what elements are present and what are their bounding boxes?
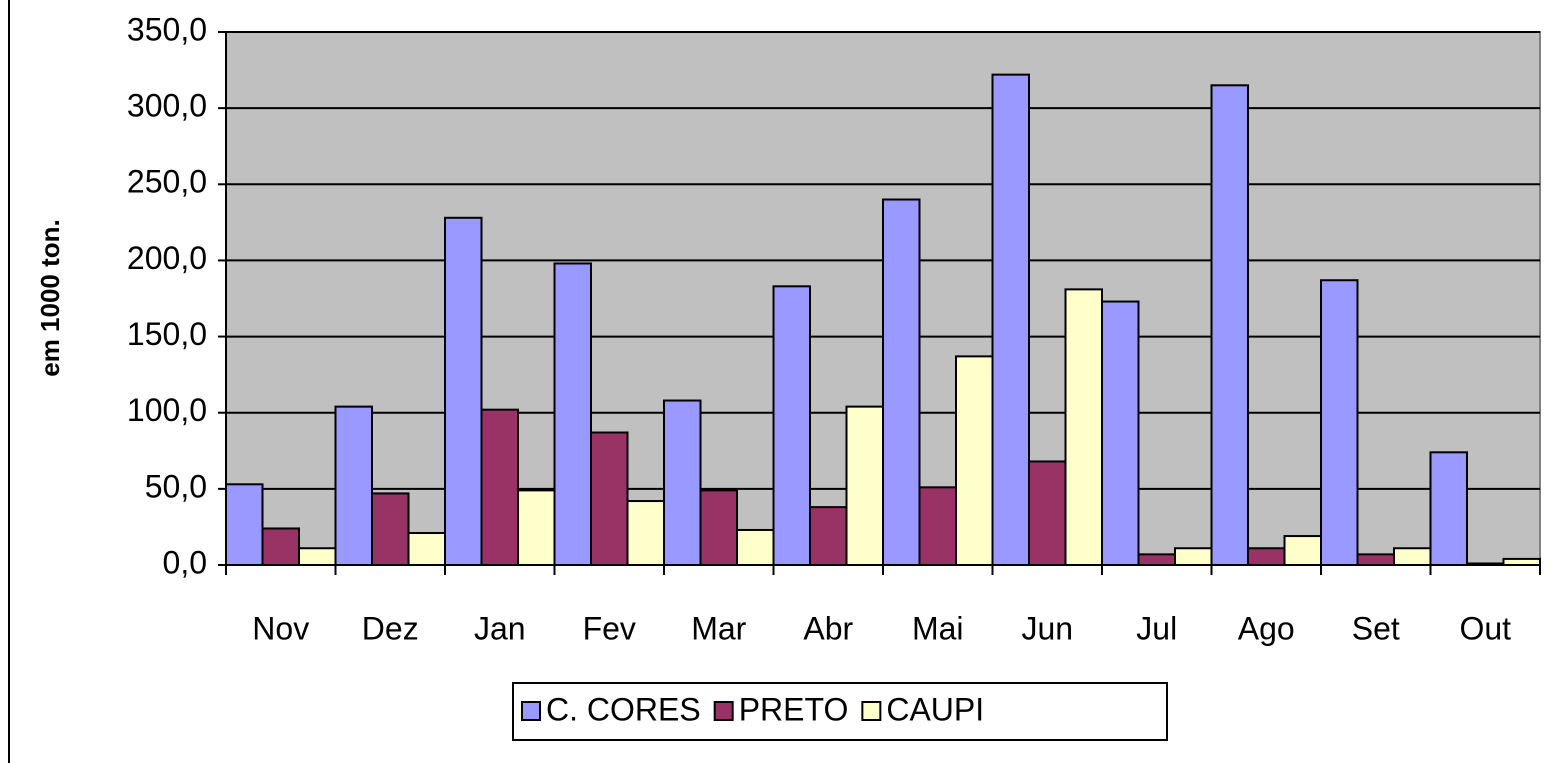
legend-label: C. CORES — [546, 691, 701, 727]
y-tick-label: 0,0 — [163, 544, 207, 580]
legend-swatch — [861, 701, 882, 721]
bar — [736, 528, 775, 567]
x-tick-label: Out — [1459, 610, 1511, 646]
x-tick-label: Mar — [691, 610, 746, 646]
y-tick-label: 50,0 — [145, 468, 207, 504]
bar — [772, 285, 811, 566]
y-axis-title: em 1000 ton. — [35, 219, 65, 377]
bar — [1101, 300, 1140, 566]
bar — [334, 405, 373, 566]
legend-label: CAUPI — [886, 691, 984, 727]
bar — [1247, 547, 1286, 567]
legend-label: PRETO — [739, 691, 849, 727]
bar — [918, 486, 957, 566]
y-tick-label: 350,0 — [127, 11, 207, 47]
bar — [1210, 84, 1249, 567]
y-tick-label: 100,0 — [127, 392, 207, 428]
bar — [663, 399, 702, 566]
bar — [991, 73, 1030, 566]
bar — [1064, 288, 1103, 566]
x-tick-label: Abr — [803, 610, 853, 646]
bar — [517, 489, 556, 567]
bar — [809, 506, 848, 567]
bar — [298, 547, 337, 567]
x-tick-label: Set — [1352, 610, 1400, 646]
bar — [1320, 279, 1359, 566]
bar — [955, 355, 994, 566]
bar — [882, 198, 921, 566]
y-tick-label: 150,0 — [127, 316, 207, 352]
x-tick-label: Jan — [474, 610, 526, 646]
x-tick-label: Fev — [583, 610, 636, 646]
x-tick-label: Jun — [1021, 610, 1073, 646]
bar — [480, 408, 519, 566]
x-tick-label: Dez — [362, 610, 419, 646]
bar — [225, 483, 264, 566]
y-tick-label: 300,0 — [127, 88, 207, 124]
bar — [261, 527, 300, 566]
bar — [371, 492, 410, 567]
bar — [590, 431, 629, 566]
x-tick-label: Jul — [1136, 610, 1177, 646]
legend — [512, 682, 1168, 741]
bar — [626, 500, 665, 567]
bar — [1283, 535, 1322, 567]
bar — [1429, 451, 1468, 566]
legend-swatch — [521, 701, 541, 721]
x-tick-label: Ago — [1238, 610, 1295, 646]
legend-swatch — [713, 701, 734, 721]
bar — [1028, 460, 1067, 566]
y-tick-label: 200,0 — [127, 240, 207, 276]
y-tick-label: 250,0 — [127, 164, 207, 200]
bar — [699, 489, 738, 567]
x-tick-label: Nov — [252, 610, 309, 646]
bar — [1393, 547, 1432, 567]
bar — [407, 532, 446, 567]
bar — [1137, 553, 1176, 567]
x-tick-label: Mai — [912, 610, 964, 646]
bar — [845, 405, 884, 566]
bar — [1356, 553, 1395, 567]
bar — [553, 262, 592, 566]
bar — [444, 216, 483, 566]
bar — [1174, 547, 1213, 567]
